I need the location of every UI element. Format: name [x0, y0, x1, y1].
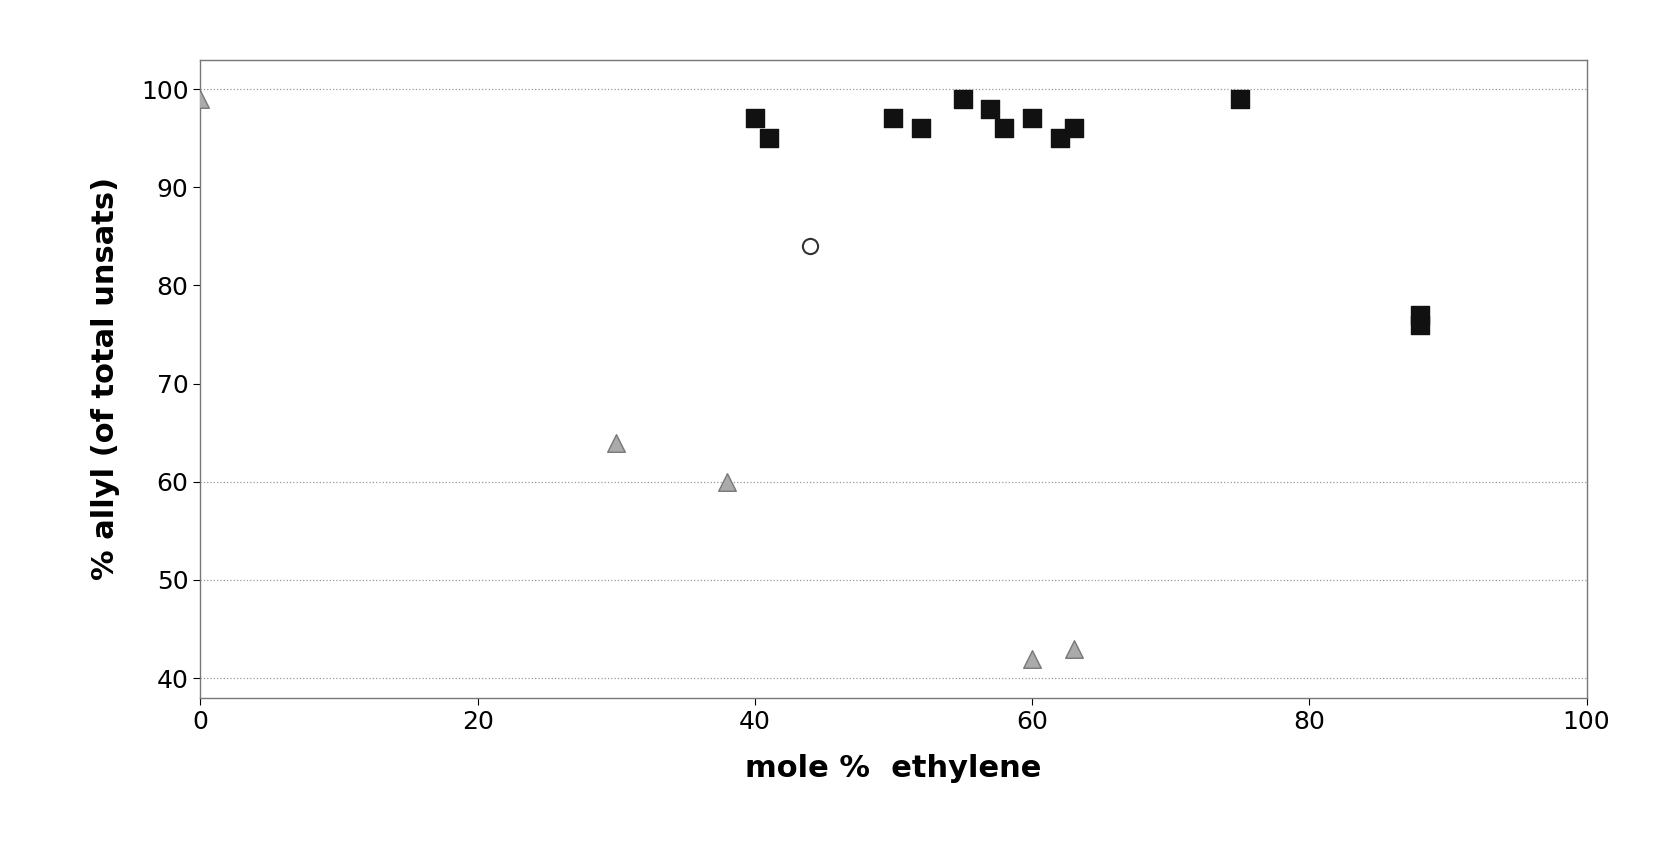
Point: [755, 131, 782, 145]
Point: [1019, 111, 1045, 125]
Point: [1406, 318, 1433, 332]
Point: [1019, 652, 1045, 665]
Point: [1060, 122, 1087, 135]
Point: [187, 92, 214, 106]
Point: [949, 92, 975, 106]
Point: [977, 102, 1004, 116]
Point: [1406, 308, 1433, 322]
Y-axis label: % allyl (of total unsats): % allyl (of total unsats): [92, 177, 120, 580]
Point: [880, 111, 907, 125]
Point: [797, 239, 823, 253]
X-axis label: mole %  ethylene: mole % ethylene: [745, 755, 1042, 784]
Point: [603, 436, 630, 449]
Point: [741, 111, 768, 125]
Point: [1047, 131, 1074, 145]
Point: [1060, 642, 1087, 655]
Point: [990, 122, 1017, 135]
Point: [908, 122, 935, 135]
Point: [713, 475, 740, 488]
Point: [1226, 92, 1252, 106]
